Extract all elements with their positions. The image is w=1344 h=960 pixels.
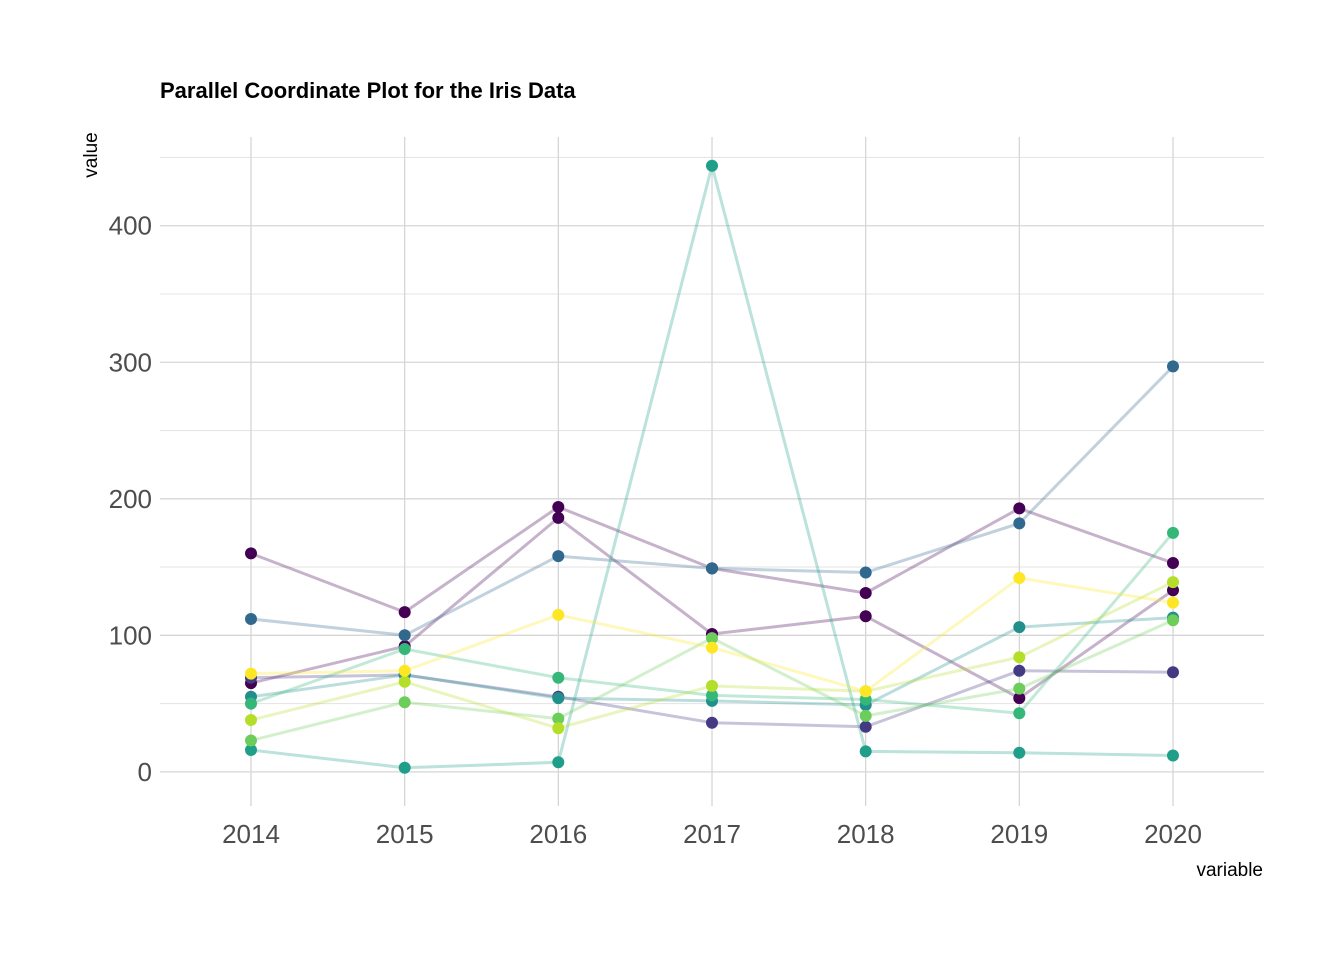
- data-point-s1-2019: [1013, 502, 1026, 515]
- data-point-s9-2015: [398, 675, 411, 688]
- data-point-s8-2017: [706, 632, 718, 645]
- data-point-s3-2016: [552, 550, 565, 563]
- data-point-s8-2018: [859, 709, 872, 722]
- data-point-s7-2018: [859, 693, 872, 706]
- x-tick-label: 2018: [837, 819, 895, 849]
- x-axis-tick-labels: 2014 2015 2016 2017 2018 2019 2020: [222, 819, 1202, 849]
- x-tick-label: 2015: [376, 819, 434, 849]
- data-point-s8-2019: [1013, 682, 1026, 695]
- x-axis-title: variable: [1196, 860, 1263, 881]
- data-point-s1-2016: [552, 501, 565, 513]
- data-point-s1-2020: [1167, 557, 1179, 569]
- data-point-s5-2016: [552, 692, 565, 705]
- data-point-s3-2015: [398, 629, 411, 642]
- data-point-s3-2019: [1013, 517, 1026, 530]
- data-point-s4-2017: [706, 716, 718, 729]
- data-point-s2-2020: [1167, 584, 1179, 597]
- data-point-s3-2017: [706, 562, 718, 575]
- data-point-s6-2014: [245, 744, 257, 756]
- data-point-s8-2015: [398, 696, 411, 709]
- y-tick-label: 400: [109, 211, 152, 241]
- data-point-s9-2016: [552, 722, 565, 735]
- data-point-s10-2015: [398, 664, 411, 677]
- data-point-s6-2019: [1013, 746, 1026, 759]
- y-tick-label: 0: [138, 757, 152, 787]
- data-point-s10-2014: [245, 667, 257, 680]
- data-point-s6-2020: [1167, 749, 1179, 762]
- data-point-s6-2017: [706, 159, 718, 172]
- data-point-s6-2016: [552, 756, 565, 769]
- data-point-s2-2016: [552, 511, 565, 524]
- data-point-s4-2018: [859, 720, 872, 733]
- data-point-s7-2020: [1167, 526, 1179, 539]
- y-tick-label: 300: [109, 347, 152, 377]
- y-tick-label: 100: [109, 620, 152, 650]
- data-point-s3-2014: [245, 613, 257, 625]
- data-point-s7-2017: [706, 689, 718, 702]
- data-point-s9-2019: [1013, 651, 1026, 664]
- data-point-s4-2020: [1167, 666, 1179, 679]
- data-point-s9-2020: [1167, 576, 1179, 589]
- x-tick-label: 2014: [222, 819, 280, 849]
- data-point-s7-2019: [1013, 707, 1026, 720]
- data-point-s1-2018: [859, 587, 872, 599]
- data-point-s8-2020: [1167, 614, 1179, 627]
- chart-title: Parallel Coordinate Plot for the Iris Da…: [160, 78, 576, 103]
- data-point-s3-2020: [1167, 360, 1179, 373]
- y-axis-title: value: [81, 132, 102, 177]
- y-axis-tick-labels: 0 100 200 300 400: [109, 211, 152, 787]
- data-point-s7-2015: [398, 643, 411, 655]
- data-point-s4-2019: [1013, 664, 1026, 677]
- data-point-s10-2019: [1013, 572, 1026, 584]
- x-tick-label: 2019: [990, 819, 1048, 849]
- data-point-s6-2015: [398, 761, 411, 774]
- data-point-s9-2014: [245, 714, 257, 726]
- data-point-s1-2014: [245, 547, 257, 560]
- data-point-s10-2017: [706, 641, 718, 654]
- data-point-s3-2018: [859, 566, 872, 579]
- data-point-s2-2018: [859, 610, 872, 623]
- y-tick-label: 200: [109, 484, 152, 514]
- data-point-s8-2016: [552, 712, 565, 725]
- data-point-s10-2018: [859, 685, 872, 698]
- data-point-s6-2018: [859, 745, 872, 758]
- x-tick-label: 2020: [1144, 819, 1202, 849]
- x-tick-label: 2016: [529, 819, 587, 849]
- data-point-s8-2014: [245, 734, 257, 747]
- data-point-s7-2014: [245, 697, 257, 710]
- data-point-s7-2016: [552, 671, 565, 684]
- data-point-s2-2019: [1013, 692, 1026, 705]
- series-points: [245, 159, 1179, 774]
- data-point-s10-2016: [552, 608, 565, 621]
- data-point-s5-2019: [1013, 621, 1026, 634]
- data-point-s9-2017: [706, 679, 718, 692]
- data-point-s10-2020: [1167, 596, 1179, 609]
- data-point-s1-2015: [398, 606, 411, 619]
- x-tick-label: 2017: [683, 819, 741, 849]
